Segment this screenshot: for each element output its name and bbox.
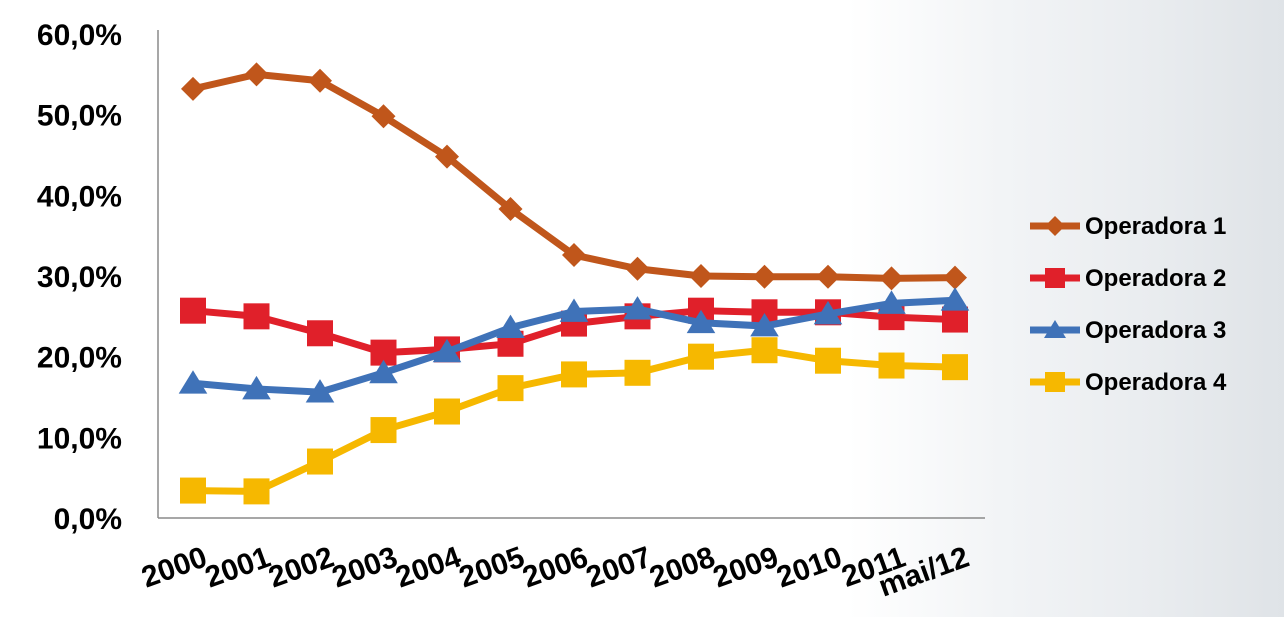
legend-label: Operadora 4 [1085, 369, 1227, 396]
data-point [497, 375, 524, 402]
x-tick-label: 2004 [391, 540, 465, 594]
data-point [878, 352, 905, 379]
data-point [305, 379, 335, 403]
data-point [943, 265, 967, 290]
y-tick-label: 50,0% [37, 100, 122, 133]
legend-label: Operadora 3 [1085, 317, 1226, 344]
data-point [942, 306, 968, 333]
data-point [370, 417, 397, 444]
data-point [686, 309, 716, 334]
legend-item: Operadora 2 [1030, 265, 1226, 292]
legend-marker [1045, 372, 1065, 392]
data-point [307, 448, 333, 475]
data-point [308, 68, 332, 93]
y-tick-label: 40,0% [37, 180, 122, 213]
data-point [561, 361, 587, 388]
data-point [434, 398, 460, 425]
data-point [940, 287, 970, 311]
series-operadora-1 [181, 62, 967, 291]
y-tick-label: 30,0% [37, 261, 122, 294]
legend-item: Operadora 1 [1030, 213, 1226, 240]
legend-label: Operadora 2 [1085, 265, 1226, 292]
legend-item: Operadora 3 [1030, 317, 1226, 344]
x-tick-label: 2000 [137, 541, 211, 595]
data-point [435, 144, 459, 169]
data-point [625, 256, 650, 281]
x-tick-label: 2005 [455, 541, 529, 595]
legend-marker [1045, 268, 1065, 288]
data-point [879, 266, 904, 291]
data-point [689, 264, 713, 288]
data-point [178, 370, 208, 394]
legend: Operadora 1 Operadora 2 Operadora 3 Operado… [1030, 213, 1227, 396]
data-point [751, 337, 778, 364]
data-point [369, 359, 398, 384]
data-point [496, 314, 525, 339]
series-operadora-4 [180, 337, 968, 505]
data-point [371, 104, 396, 129]
y-tick-label: 60,0% [37, 19, 122, 52]
data-point [432, 338, 462, 363]
data-point [750, 313, 779, 337]
data-point [624, 359, 651, 386]
series-layer [178, 62, 970, 505]
data-point [181, 76, 205, 101]
data-point [243, 478, 270, 505]
data-point [688, 343, 714, 370]
legend-marker [1044, 320, 1066, 338]
data-point [498, 197, 523, 222]
x-tick-label: 2002 [264, 541, 338, 595]
x-tick-label: 2003 [328, 541, 402, 595]
data-point [180, 477, 206, 504]
y-tick-label: 10,0% [37, 422, 122, 455]
series-operadora-3 [178, 287, 970, 403]
data-point [244, 62, 269, 87]
data-point [307, 320, 333, 347]
legend-label: Operadora 1 [1085, 213, 1226, 240]
x-tick-label: 2009 [709, 541, 783, 595]
data-point [942, 354, 968, 381]
data-point [815, 347, 841, 374]
data-point [877, 290, 906, 314]
data-point [623, 296, 652, 320]
data-point [752, 264, 777, 289]
x-tick-label: 2001 [201, 541, 275, 595]
legend-marker [1045, 216, 1065, 236]
data-point [816, 264, 840, 289]
y-tick-label: 20,0% [37, 342, 122, 375]
x-tick-label: 2007 [582, 541, 656, 595]
data-point [559, 298, 589, 322]
data-point [243, 303, 270, 330]
x-tick-label: 2006 [518, 541, 592, 595]
data-point [813, 300, 843, 325]
legend-item: Operadora 4 [1030, 369, 1227, 396]
data-point [180, 297, 206, 324]
x-tick-label: 2008 [645, 541, 719, 595]
data-point [562, 243, 586, 268]
x-tick-label: 2010 [772, 541, 846, 595]
data-point [242, 375, 271, 400]
y-tick-label: 0,0% [54, 503, 122, 536]
